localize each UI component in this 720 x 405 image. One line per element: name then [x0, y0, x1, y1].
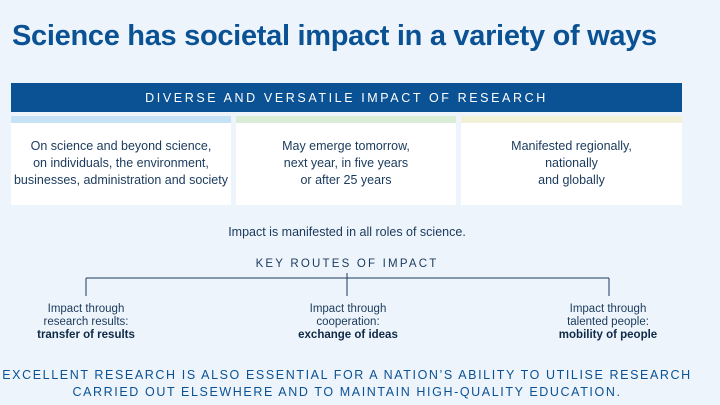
- route-line: Impact through: [47, 303, 125, 315]
- route-line: talented people:: [567, 316, 649, 328]
- footer-line: EXCELLENT RESEARCH IS ALSO ESSENTIAL FOR…: [2, 368, 692, 382]
- footer-line: CARRIED OUT ELSEWHERE AND TO MAINTAIN HI…: [72, 385, 622, 399]
- card-text: May emerge tomorrow, next year, in five …: [282, 139, 410, 187]
- card-accent-bar: [236, 116, 456, 123]
- card-text: On science and beyond science, on indivi…: [13, 139, 228, 187]
- routes-heading: KEY ROUTES OF IMPACT: [255, 258, 439, 270]
- manifest-statement: Impact is manifested in all roles of sci…: [228, 225, 466, 239]
- route-line: cooperation:: [316, 316, 380, 328]
- card-accent-bar: [11, 116, 231, 123]
- route-node-people: Impact through talented people: mobility…: [528, 303, 688, 342]
- route-bold-label: exchange of ideas: [298, 329, 398, 341]
- impact-card-geography: Manifested regionally, nationally and gl…: [461, 116, 682, 205]
- page-title: Science has societal impact in a variety…: [12, 20, 657, 52]
- route-bold-label: transfer of results: [37, 329, 135, 341]
- route-node-results: Impact through research results: transfe…: [6, 303, 166, 342]
- route-node-cooperation: Impact through cooperation: exchange of …: [268, 303, 428, 342]
- card-text: Manifested regionally, nationally and gl…: [511, 139, 632, 187]
- route-line: Impact through: [309, 303, 387, 315]
- impact-banner: DIVERSE AND VERSATILE IMPACT OF RESEARCH: [11, 83, 682, 112]
- footer-statement: EXCELLENT RESEARCH IS ALSO ESSENTIAL FOR…: [0, 367, 694, 401]
- route-line: Impact through: [569, 303, 647, 315]
- route-line: research results:: [43, 316, 129, 328]
- card-accent-bar: [461, 116, 682, 123]
- route-bold-label: mobility of people: [558, 329, 658, 341]
- impact-card-scope: On science and beyond science, on indivi…: [11, 116, 231, 205]
- impact-card-timing: May emerge tomorrow, next year, in five …: [236, 116, 456, 205]
